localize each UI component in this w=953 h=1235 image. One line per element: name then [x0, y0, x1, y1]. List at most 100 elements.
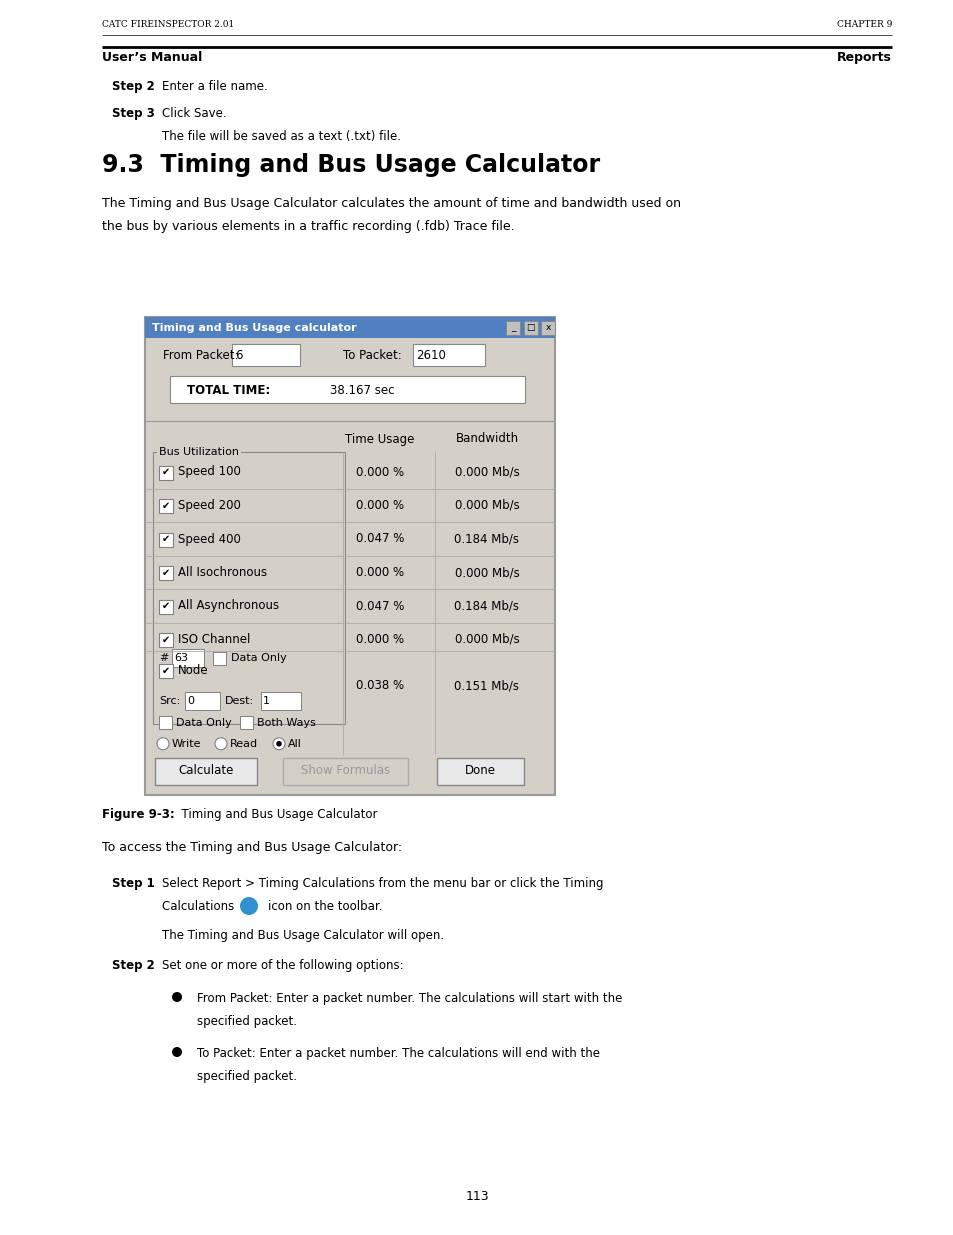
- Text: Show Formulas: Show Formulas: [300, 764, 390, 778]
- Text: Done: Done: [464, 764, 496, 778]
- Text: 0.000 %: 0.000 %: [355, 634, 404, 646]
- Text: Figure 9-3:: Figure 9-3:: [102, 808, 174, 821]
- Text: CHAPTER 9: CHAPTER 9: [836, 20, 891, 28]
- Text: The Timing and Bus Usage Calculator will open.: The Timing and Bus Usage Calculator will…: [162, 929, 444, 942]
- Bar: [172, 648, 204, 667]
- Text: Step 3: Step 3: [112, 107, 154, 120]
- Text: ✔: ✔: [162, 500, 170, 510]
- Text: Speed 100: Speed 100: [178, 466, 240, 478]
- Text: Speed 400: Speed 400: [178, 532, 240, 546]
- Circle shape: [214, 737, 227, 750]
- Text: Enter a file name.: Enter a file name.: [162, 80, 268, 93]
- Text: To access the Timing and Bus Usage Calculator:: To access the Timing and Bus Usage Calcu…: [102, 841, 402, 853]
- Bar: [540, 321, 555, 335]
- Text: Calculate: Calculate: [178, 764, 233, 778]
- Text: Timing and Bus Usage Calculator: Timing and Bus Usage Calculator: [173, 808, 377, 821]
- Bar: [152, 452, 345, 724]
- Text: Step 2: Step 2: [112, 960, 154, 972]
- Text: Select Report > Timing Calculations from the menu bar or click the Timing: Select Report > Timing Calculations from…: [162, 877, 603, 890]
- Text: 0.038 %: 0.038 %: [355, 679, 404, 693]
- Text: ✔: ✔: [162, 666, 170, 676]
- Text: 0.184 Mb/s: 0.184 Mb/s: [454, 532, 519, 546]
- Bar: [413, 345, 484, 366]
- Text: User’s Manual: User’s Manual: [102, 51, 202, 64]
- Text: To Packet:: To Packet:: [343, 348, 401, 362]
- Text: CATC FIREINSPECTOR 2.01: CATC FIREINSPECTOR 2.01: [102, 20, 234, 28]
- Text: Write: Write: [172, 739, 201, 748]
- Text: 38.167 sec: 38.167 sec: [330, 384, 395, 396]
- Bar: [185, 692, 220, 710]
- Bar: [159, 499, 172, 513]
- Bar: [523, 321, 537, 335]
- Text: From Packet: Enter a packet number. The calculations will start with the: From Packet: Enter a packet number. The …: [196, 992, 621, 1005]
- Circle shape: [240, 897, 257, 915]
- Circle shape: [276, 741, 281, 746]
- Bar: [159, 599, 172, 614]
- Bar: [145, 317, 555, 795]
- Text: Dest:: Dest:: [225, 695, 253, 705]
- Text: 0.000 Mb/s: 0.000 Mb/s: [455, 466, 518, 478]
- Bar: [154, 757, 256, 784]
- Text: 0.000 %: 0.000 %: [355, 566, 404, 579]
- Bar: [436, 757, 523, 784]
- Text: specified packet.: specified packet.: [196, 1015, 296, 1028]
- Text: 0.000 %: 0.000 %: [355, 499, 404, 513]
- Text: #: #: [159, 653, 168, 663]
- Text: Set one or more of the following options:: Set one or more of the following options…: [162, 960, 403, 972]
- Text: Data Only: Data Only: [231, 653, 287, 663]
- Text: 113: 113: [465, 1191, 488, 1203]
- Text: 0.184 Mb/s: 0.184 Mb/s: [454, 599, 519, 613]
- Text: 2610: 2610: [416, 348, 445, 362]
- Bar: [159, 466, 172, 479]
- Text: ✔: ✔: [162, 635, 170, 645]
- Text: ✔: ✔: [162, 467, 170, 477]
- Text: The Timing and Bus Usage Calculator calculates the amount of time and bandwidth : The Timing and Bus Usage Calculator calc…: [102, 198, 680, 210]
- Bar: [159, 663, 172, 678]
- Text: Calculations         icon on the toolbar.: Calculations icon on the toolbar.: [162, 900, 382, 913]
- Text: 0.047 %: 0.047 %: [355, 599, 404, 613]
- Bar: [283, 757, 408, 784]
- Bar: [159, 532, 172, 547]
- Text: 0.000 Mb/s: 0.000 Mb/s: [455, 499, 518, 513]
- Text: 0.000 Mb/s: 0.000 Mb/s: [455, 566, 518, 579]
- Text: Timing and Bus Usage calculator: Timing and Bus Usage calculator: [152, 322, 356, 332]
- Text: 6: 6: [234, 348, 242, 362]
- Bar: [170, 375, 524, 403]
- Bar: [213, 652, 226, 666]
- Text: 0.000 %: 0.000 %: [355, 466, 404, 478]
- Bar: [240, 716, 253, 729]
- Text: the bus by various elements in a traffic recording (.fdb) Trace file.: the bus by various elements in a traffic…: [102, 220, 514, 233]
- Text: TOTAL TIME:: TOTAL TIME:: [187, 384, 270, 396]
- Text: ISO Channel: ISO Channel: [178, 634, 250, 646]
- Text: specified packet.: specified packet.: [196, 1070, 296, 1083]
- Text: 0: 0: [187, 695, 193, 705]
- Circle shape: [157, 737, 169, 750]
- Text: Time Usage: Time Usage: [345, 432, 415, 446]
- Text: The file will be saved as a text (.txt) file.: The file will be saved as a text (.txt) …: [162, 130, 400, 143]
- Text: Both Ways: Both Ways: [256, 718, 315, 727]
- Circle shape: [172, 992, 182, 1002]
- Text: Data Only: Data Only: [175, 718, 232, 727]
- Bar: [505, 321, 519, 335]
- Text: Speed 200: Speed 200: [178, 499, 240, 513]
- Text: ✔: ✔: [162, 568, 170, 578]
- Bar: [261, 692, 301, 710]
- Bar: [145, 317, 555, 338]
- Text: Node: Node: [178, 664, 209, 677]
- Text: All Asynchronous: All Asynchronous: [178, 599, 279, 613]
- Text: All Isochronous: All Isochronous: [178, 566, 267, 579]
- Text: Src:: Src:: [159, 695, 180, 705]
- Text: 0.151 Mb/s: 0.151 Mb/s: [454, 679, 519, 693]
- Text: 1: 1: [263, 695, 270, 705]
- Text: 0.000 Mb/s: 0.000 Mb/s: [455, 634, 518, 646]
- Text: Bandwidth: Bandwidth: [455, 432, 518, 446]
- Text: Reports: Reports: [836, 51, 891, 64]
- Text: Step 2: Step 2: [112, 80, 154, 93]
- Text: 9.3  Timing and Bus Usage Calculator: 9.3 Timing and Bus Usage Calculator: [102, 153, 599, 177]
- Text: Read: Read: [230, 739, 258, 748]
- Circle shape: [273, 737, 285, 750]
- Text: 0.047 %: 0.047 %: [355, 532, 404, 546]
- Bar: [159, 634, 172, 647]
- Text: Click Save.: Click Save.: [162, 107, 227, 120]
- Text: ✔: ✔: [162, 534, 170, 543]
